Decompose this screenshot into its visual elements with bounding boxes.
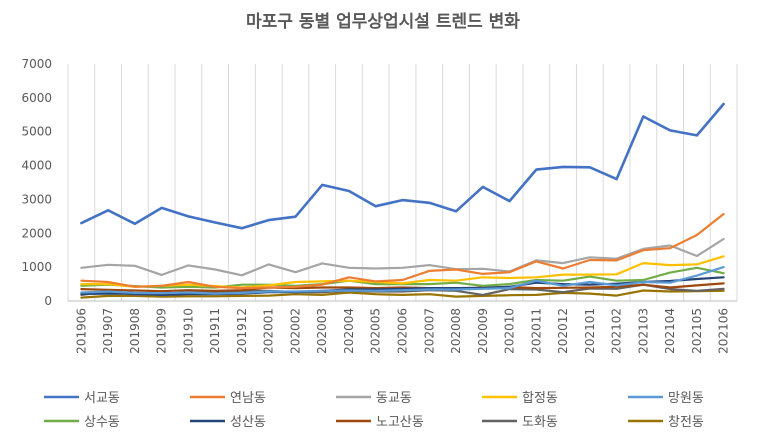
series-line-8	[80, 282, 725, 293]
x-tick-label: 202009	[476, 308, 490, 354]
x-tick-label: 202002	[288, 308, 302, 354]
y-tick-label: 7000	[21, 57, 52, 71]
x-tick-label: 202003	[315, 308, 329, 354]
chart-title: 마포구 동별 업무상업시설 트렌드 변화	[246, 12, 520, 32]
grid-layer	[67, 64, 738, 301]
x-tick-label: 202106	[717, 308, 731, 354]
series-line-2	[80, 212, 725, 290]
x-tick-label: 201906	[74, 308, 88, 354]
x-tick-label: 202101	[583, 308, 597, 354]
y-tick-label: 2000	[21, 226, 52, 240]
legend-label: 망원동	[668, 391, 704, 406]
x-tick-label: 202102	[610, 308, 624, 354]
x-tick-label: 201911	[208, 308, 222, 354]
x-tick-label: 202103	[636, 308, 650, 354]
legend-label: 서교동	[84, 391, 120, 406]
y-tick-label: 3000	[21, 192, 52, 206]
x-tick-label: 202012	[556, 308, 570, 354]
y-tick-label: 1000	[21, 260, 52, 274]
legend-label: 상수동	[84, 415, 120, 430]
x-tick-label: 201908	[128, 308, 142, 354]
legend-label: 성산동	[230, 415, 266, 430]
x-tick-label: 202104	[663, 308, 677, 354]
series-line-10	[80, 289, 725, 299]
x-tick-label: 201912	[235, 308, 249, 354]
y-tick-label: 6000	[21, 91, 52, 105]
x-tick-label: 202006	[396, 308, 410, 354]
x-tick-label: 201910	[181, 308, 195, 354]
x-tick-label: 202005	[369, 308, 383, 354]
series-line-3	[80, 237, 725, 277]
legend-label: 도화동	[522, 415, 558, 430]
series-line-1	[80, 102, 725, 230]
y-tick-label: 0	[44, 294, 52, 308]
x-tick-label: 202004	[342, 308, 356, 354]
y-tick-label: 4000	[21, 159, 52, 173]
x-tick-label: 201909	[155, 308, 169, 354]
series-line-5	[80, 266, 725, 295]
series-line-7	[80, 276, 725, 296]
legend-label: 창전동	[668, 415, 704, 430]
legend-label: 합정동	[522, 391, 558, 406]
legend-label: 동교동	[376, 391, 412, 406]
y-tick-label: 5000	[21, 125, 52, 139]
axis-layer: 0 1000 2000 3000 4000 5000 6000 7000 201906 20190…	[21, 57, 737, 354]
x-tick-label: 202010	[503, 308, 517, 354]
x-tick-label: 202011	[529, 308, 543, 354]
x-tick-label: 202001	[262, 308, 276, 354]
x-tick-label: 202105	[690, 308, 704, 354]
series-line-4	[80, 255, 725, 289]
legend-label: 연남동	[230, 391, 266, 406]
x-tick-label: 202007	[422, 308, 436, 354]
x-tick-label: 201907	[101, 308, 115, 354]
series-layer	[80, 102, 725, 299]
x-tick-label: 202008	[449, 308, 463, 354]
legend-label: 노고산동	[376, 415, 424, 430]
